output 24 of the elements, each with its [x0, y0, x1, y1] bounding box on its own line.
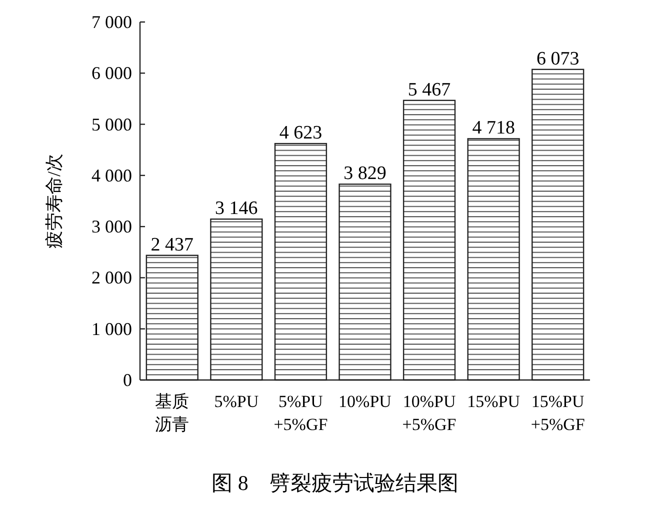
x-tick-label: 5%PU +5%GF — [274, 392, 328, 434]
y-tick-label: 1 000 — [92, 318, 132, 339]
data-label: 4 623 — [279, 122, 322, 144]
x-tick-label: 10%PU — [338, 392, 392, 411]
data-label: 3 146 — [215, 198, 258, 220]
data-label: 4 718 — [472, 118, 515, 139]
data-label: 5 467 — [408, 79, 451, 100]
y-tick-label: 3 000 — [92, 216, 132, 237]
x-tick-label: 5%PU — [214, 392, 259, 411]
y-axis-title: 疲劳寿命/次 — [44, 153, 64, 249]
y-tick-label: 0 — [123, 370, 132, 390]
x-tick-label: 15%PU +5%GF — [530, 392, 585, 434]
y-tick-label: 6 000 — [92, 63, 132, 84]
data-label: 3 829 — [344, 163, 386, 184]
x-tick-label: 基质沥青 — [155, 392, 190, 434]
y-tick-label: 5 000 — [92, 114, 132, 134]
x-tick-label: 15%PU — [467, 392, 520, 411]
y-tick-label: 2 000 — [92, 268, 132, 288]
text: 图 8 劈裂疲劳试验结果图 — [212, 471, 458, 495]
y-tick-label: 4 000 — [92, 165, 132, 186]
data-label: 6 073 — [536, 48, 580, 70]
y-tick-label: 7 000 — [92, 12, 132, 32]
x-tick-label: 10%PU +5%GF — [402, 392, 456, 434]
data-label: 2 437 — [150, 234, 194, 256]
